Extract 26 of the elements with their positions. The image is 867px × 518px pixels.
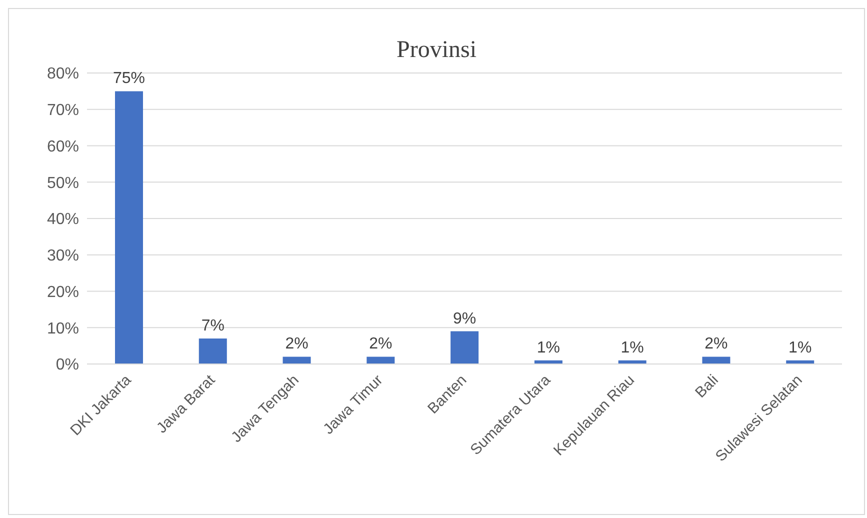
y-tick-label: 80%	[46, 66, 79, 83]
y-tick-label: 40%	[46, 211, 79, 228]
bar	[702, 356, 730, 364]
data-label: 2%	[704, 336, 728, 353]
data-label: 9%	[452, 310, 476, 328]
data-label: 2%	[369, 336, 392, 353]
y-tick-label: 10%	[46, 320, 79, 338]
y-tick-label: 0%	[56, 356, 79, 374]
data-label: 1%	[788, 339, 812, 356]
x-tick-label: Bali	[692, 372, 722, 402]
data-label: 1%	[620, 339, 644, 356]
y-tick-label: 50%	[46, 174, 79, 192]
bar	[198, 338, 227, 364]
bar	[366, 356, 395, 364]
chart-title: Provinsi	[395, 37, 478, 64]
data-label: 1%	[536, 339, 560, 356]
bar	[450, 331, 479, 364]
bar	[282, 356, 311, 364]
data-label: 2%	[285, 336, 308, 353]
bar	[115, 91, 143, 364]
y-tick-label: 70%	[46, 102, 79, 120]
y-tick-label: 60%	[46, 138, 79, 156]
data-label: 75%	[112, 70, 146, 88]
data-label: 7%	[201, 318, 224, 335]
y-tick-label: 30%	[46, 248, 79, 265]
y-tick-label: 20%	[46, 284, 79, 301]
